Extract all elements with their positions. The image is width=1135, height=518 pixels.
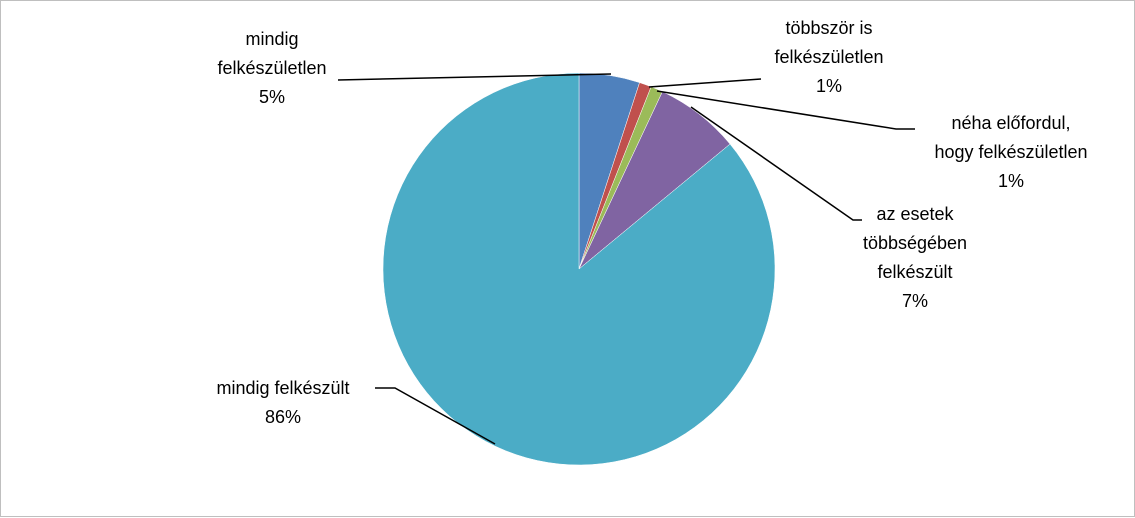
- data-label-4: az esetek többségében felkészült 7%: [863, 204, 967, 311]
- data-label-line: az esetek: [876, 204, 954, 224]
- data-label-line: néha előfordul,: [951, 113, 1070, 133]
- data-label-5: mindig felkészült 86%: [216, 378, 349, 427]
- data-label-line: többségében: [863, 233, 967, 253]
- data-label-3: néha előfordul, hogy felkészületlen 1%: [934, 113, 1087, 191]
- leader-line-2: [648, 78, 762, 88]
- data-label-line: felkészületlen: [774, 47, 883, 67]
- data-label-line: hogy felkészületlen: [934, 142, 1087, 162]
- pie-slice-5: [382, 72, 776, 466]
- leader-line-3: [656, 90, 915, 130]
- data-labels-layer: mindig felkészületlen 5% többször is felkész…: [216, 18, 1087, 427]
- data-label-percent: 1%: [998, 171, 1024, 191]
- slices-layer: [382, 72, 776, 466]
- data-label-line: mindig: [245, 29, 298, 49]
- leader-line-4: [690, 106, 862, 221]
- data-label-percent: 5%: [259, 87, 285, 107]
- data-label-percent: 1%: [816, 76, 842, 96]
- data-label-line: felkészült: [877, 262, 952, 282]
- leader-lines-layer: [337, 73, 915, 445]
- data-label-2: többször is felkészületlen 1%: [774, 18, 883, 96]
- data-label-line: felkészületlen: [217, 58, 326, 78]
- data-label-line: mindig felkészült: [216, 378, 349, 398]
- leader-line-5: [375, 387, 496, 445]
- data-label-line: többször is: [785, 18, 872, 38]
- data-label-percent: 7%: [902, 291, 928, 311]
- data-label-percent: 86%: [265, 407, 301, 427]
- leader-line-1: [337, 73, 612, 81]
- data-label-1: mindig felkészületlen 5%: [217, 29, 326, 107]
